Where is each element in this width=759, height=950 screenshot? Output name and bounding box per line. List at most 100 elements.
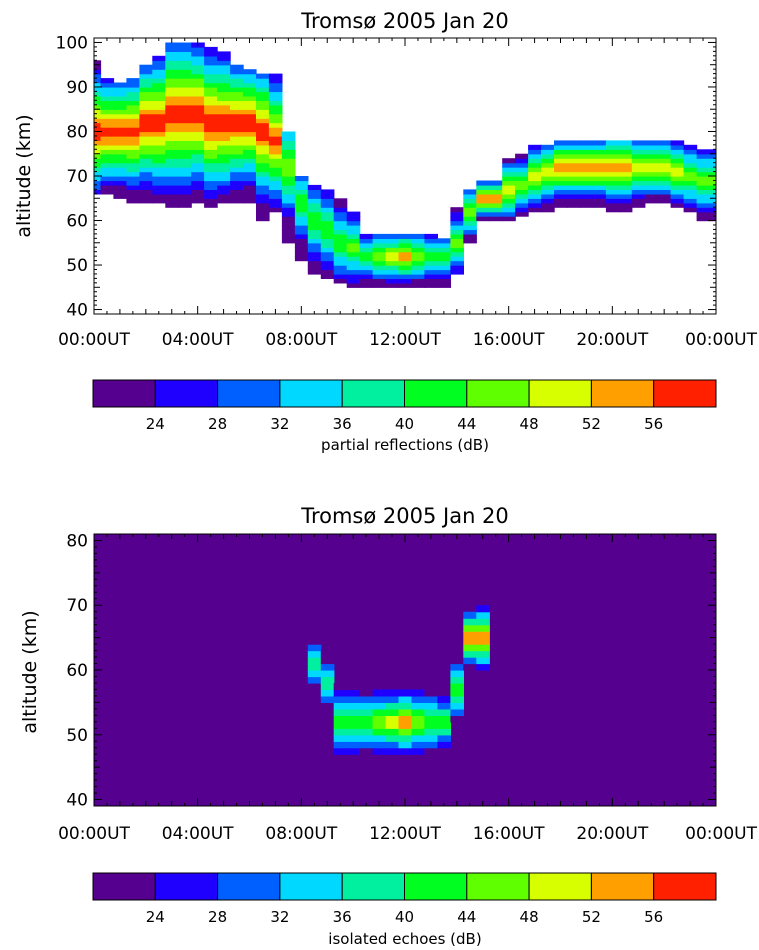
heatmap-cell [515,198,529,204]
heatmap-cell [230,135,244,141]
heatmap-cell [515,189,529,195]
heatmap-cell [100,104,115,110]
heatmap-cell [294,176,309,182]
heatmap-cell [217,78,231,84]
heatmap-cell [554,189,568,195]
heatmap-cell [411,702,426,710]
heatmap-cell [178,184,192,190]
colorbar-swatch [528,379,592,408]
heatmap-cell [94,162,102,168]
heatmap-cell [243,69,257,75]
heatmap-cell [139,87,153,93]
heatmap-cell [217,127,231,133]
heatmap-cell [281,149,296,155]
colorbar: 24 28 32 36 40 44 48 52 56 [92,379,717,433]
heatmap-cell [126,153,140,159]
heatmap-cell [359,741,374,749]
x-axis: 00:00UT 04:00UT 08:00UT 12:00UT 16:00UT 20:00… [58,38,758,350]
heatmap-cell [230,189,244,195]
heatmap-cell [554,167,568,173]
heatmap-cell [217,60,231,66]
heatmap-cell [463,233,477,239]
colorbar-tick-label: 52 [582,415,601,433]
heatmap-cell [217,69,231,75]
heatmap-cell [307,637,322,645]
heatmap-cell [696,162,711,168]
heatmap-cell [450,207,464,213]
heatmap-cell [256,127,270,133]
heatmap-cell [165,180,179,186]
heatmap-cell [346,282,361,288]
heatmap-cell [268,78,283,84]
heatmap-cell [281,207,296,213]
colorbar-tick-label: 24 [146,415,165,433]
heatmap-cell [139,122,153,128]
heatmap-cell [191,100,205,106]
heatmap-cell [359,269,374,275]
heatmap-cell [126,135,140,141]
heatmap-cell [204,158,218,164]
heatmap-cell [165,87,179,93]
heatmap-cell [320,269,335,275]
heatmap-cell [307,676,322,684]
heatmap-cell [346,220,361,226]
heatmap-cell [398,747,413,755]
heatmap-cell [126,95,140,101]
colorbar-tick-label: 48 [520,415,539,433]
heatmap-cell [644,171,659,177]
heatmap-cell [152,82,166,88]
heatmap-cell [230,104,244,110]
heatmap-cell [217,180,231,186]
heatmap-cell [204,162,218,168]
heatmap-cell [489,211,503,217]
heatmap-cell [618,180,633,186]
heatmap-cell [709,193,716,199]
y-axis-label: altitude (km) [19,610,41,733]
heatmap-cell [398,273,413,279]
heatmap-cell [191,198,205,204]
heatmap-cell [592,167,607,173]
heatmap-cell [463,657,477,665]
heatmap-cell [191,167,205,173]
heatmap-cell [126,109,140,115]
heatmap-cell [411,741,426,749]
heatmap-cell [450,269,464,275]
heatmap-cell [139,82,153,88]
heatmap-cell [333,202,348,208]
heatmap-cell [424,260,438,266]
heatmap-cell [567,202,581,208]
heatmap-cell [165,42,179,48]
heatmap-cell [230,91,244,97]
heatmap-cell [178,180,192,186]
heatmap-cell [256,131,270,137]
heatmap-cell [579,149,594,155]
heatmap-cell [644,149,659,155]
heatmap-cell [709,180,716,186]
colorbar-tick-label: 48 [520,908,539,926]
heatmap-cell [139,109,153,115]
heatmap-cell [281,176,296,182]
heatmap-cell [113,87,127,93]
y-tick-label: 40 [66,301,88,321]
heatmap-cell [670,162,685,168]
heatmap-cell [307,193,322,199]
heatmap-cell [450,211,464,217]
heatmap-cell [592,180,607,186]
heatmap-cell [243,109,257,115]
heatmap-cell [217,95,231,101]
heatmap-cell [541,171,555,177]
heatmap-cell [333,229,348,235]
heatmap-cell [437,238,451,244]
heatmap-cell [333,265,348,271]
heatmap-cell [489,198,503,204]
heatmap-cell [372,242,387,248]
heatmap-cell [139,158,153,164]
heatmap-cell [346,265,361,271]
heatmap-cell [256,122,270,128]
heatmap-cell [256,207,270,213]
heatmap-cell [165,51,179,57]
heatmap-cell [515,171,529,177]
heatmap-cell [281,144,296,150]
heatmap-cell [113,184,127,190]
heatmap-cell [618,207,633,213]
